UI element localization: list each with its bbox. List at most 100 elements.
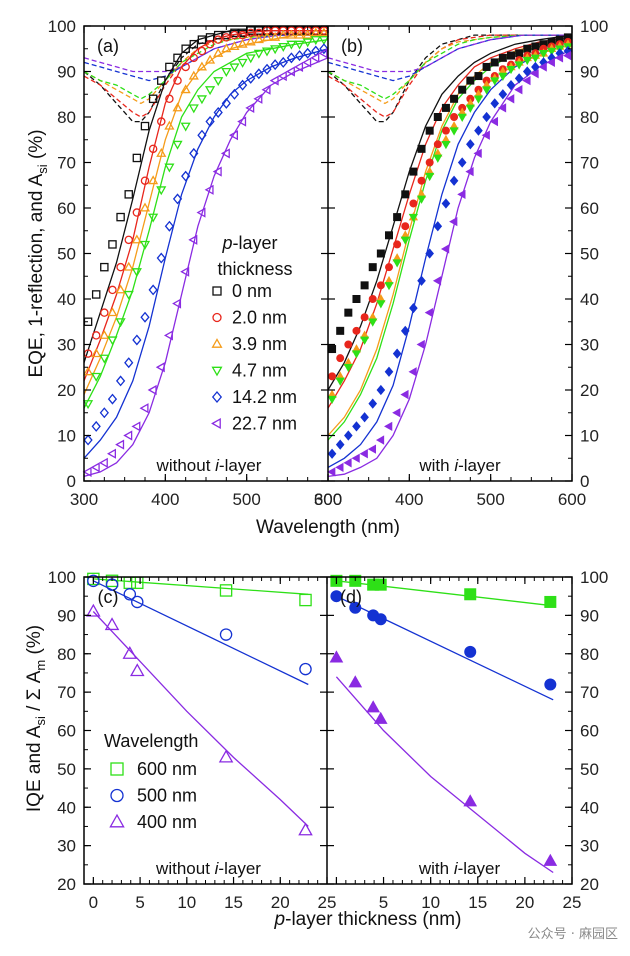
data-point [490, 98, 500, 109]
data-point [229, 88, 240, 100]
x-tick-label: 15 [224, 893, 243, 912]
data-point [336, 326, 345, 335]
x-tick-label: 20 [515, 893, 534, 912]
data-point [139, 202, 151, 212]
data-point [328, 345, 337, 354]
data-point [262, 63, 272, 75]
data-point [172, 298, 182, 309]
data-point [310, 27, 321, 37]
data-point [514, 85, 523, 95]
data-point [173, 76, 182, 85]
data-point [277, 70, 287, 82]
data-point [172, 140, 183, 150]
data-point [417, 176, 426, 185]
data-point [464, 588, 477, 601]
legend-title: Wavelength [104, 731, 198, 751]
data-point [327, 467, 336, 477]
data-point [213, 77, 224, 87]
data-point [474, 72, 483, 81]
data-point [124, 235, 133, 245]
legend-title-line1: p-layer [221, 233, 277, 253]
y-tick-label-right: 40 [580, 290, 599, 309]
data-point [344, 430, 353, 441]
x-tick-label: 5 [135, 893, 144, 912]
data-point [544, 678, 557, 691]
data-point [506, 51, 515, 60]
data-point [318, 27, 330, 37]
data-point [359, 336, 370, 345]
data-point [425, 158, 434, 167]
data-point [433, 221, 443, 232]
data-point [336, 354, 345, 363]
x-tick-label: 10 [421, 893, 440, 912]
y-axis-label: IQE and Asi / Σ Am (%) [24, 625, 48, 812]
data-point [107, 393, 118, 405]
data-point [400, 389, 409, 400]
data-point [490, 77, 500, 86]
y-tick-label-right: 50 [580, 760, 599, 779]
data-point [132, 153, 142, 163]
data-point [91, 372, 102, 382]
data-point [352, 326, 361, 335]
data-point [230, 28, 239, 38]
data-point [181, 44, 190, 54]
data-point [393, 213, 402, 222]
data-point [237, 38, 248, 48]
fit-curve-2-0-nm [83, 29, 328, 382]
data-point [253, 93, 263, 104]
data-point [82, 400, 94, 410]
data-point [278, 56, 288, 68]
y-tick-label-right: 100 [580, 17, 608, 36]
data-point [294, 29, 305, 39]
data-point [392, 408, 401, 418]
y-tick-label-right: 50 [580, 245, 599, 264]
data-point [164, 163, 175, 173]
legend-marker [110, 788, 124, 803]
data-point [344, 308, 353, 317]
data-point [213, 35, 223, 44]
data-point [220, 148, 230, 159]
data-point [401, 222, 410, 231]
data-point [384, 231, 393, 240]
y-tick-label-left: 80 [57, 645, 76, 664]
panel-note: with i-layer [418, 456, 501, 475]
data-point [270, 59, 280, 71]
data-point [393, 240, 402, 249]
data-point [368, 294, 377, 303]
data-point [473, 148, 482, 159]
data-point [91, 290, 101, 299]
x-tick-label: 500 [476, 490, 504, 509]
data-point [417, 275, 426, 286]
reflection-curve-2-0-nm [83, 34, 328, 118]
y-tick-label-right: 40 [580, 798, 599, 817]
data-point [148, 284, 158, 296]
data-point [376, 300, 386, 309]
y-tick-label-left: 90 [57, 63, 76, 82]
data-point [108, 285, 117, 295]
data-point [140, 121, 150, 131]
x-tick-label: 10 [177, 893, 196, 912]
data-point [482, 111, 491, 123]
x-tick-label: 400 [395, 490, 423, 509]
data-point [115, 439, 125, 450]
y-tick-label-left: 100 [48, 568, 76, 587]
data-point [409, 167, 418, 176]
data-point [132, 208, 142, 217]
data-point [165, 62, 174, 72]
legend-label: 600 nm [137, 759, 197, 779]
data-point [204, 86, 216, 96]
data-point [514, 73, 524, 84]
panel-b: (b) with i-layer 300 400 500 600 [314, 26, 586, 509]
data-point [543, 853, 558, 866]
data-point [318, 36, 330, 46]
data-point [148, 94, 158, 104]
data-point [270, 45, 281, 55]
data-point [349, 601, 362, 614]
data-point [100, 262, 109, 272]
data-point [392, 348, 402, 359]
data-point [424, 308, 433, 318]
reflection-curve-14-2-nm [83, 34, 328, 82]
data-point [278, 42, 289, 52]
data-point [374, 578, 387, 591]
